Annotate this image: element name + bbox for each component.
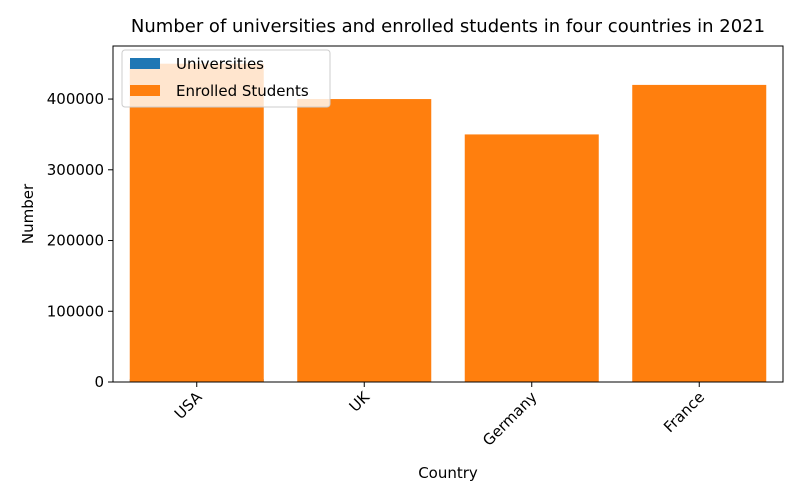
bar-enrolled-students-germany <box>464 134 599 382</box>
x-tick-label-usa: USA <box>171 388 206 423</box>
legend-label-enrolled-students: Enrolled Students <box>176 82 309 100</box>
chart-title: Number of universities and enrolled stud… <box>131 16 765 37</box>
x-tick-label-france: France <box>660 388 708 436</box>
legend: Universities Enrolled Students <box>121 49 331 108</box>
y-tick-label: 0 <box>94 373 104 391</box>
plot-frame <box>112 45 784 383</box>
y-axis-ticks: 0 100000 200000 300000 400000 <box>47 90 113 391</box>
y-tick-label: 200000 <box>47 232 104 250</box>
y-tick-label: 400000 <box>47 90 104 108</box>
y-axis-label: Number <box>19 183 37 244</box>
x-axis-label: Country <box>418 464 478 482</box>
bar-enrolled-students-uk <box>297 99 432 382</box>
y-tick-label: 300000 <box>47 161 104 179</box>
bars-group <box>129 63 767 383</box>
bar-enrolled-students-france <box>632 84 767 382</box>
legend-label-universities: Universities <box>176 55 264 73</box>
x-axis-ticks: USA UK Germany France <box>171 382 708 450</box>
legend-box <box>121 49 331 108</box>
y-tick-label: 100000 <box>47 302 104 320</box>
legend-swatch-universities <box>130 58 160 69</box>
x-tick-label-uk: UK <box>346 387 374 415</box>
legend-swatch-enrolled-students <box>130 85 160 96</box>
x-tick-label-germany: Germany <box>479 388 541 450</box>
bar-enrolled-students-usa <box>129 63 264 383</box>
